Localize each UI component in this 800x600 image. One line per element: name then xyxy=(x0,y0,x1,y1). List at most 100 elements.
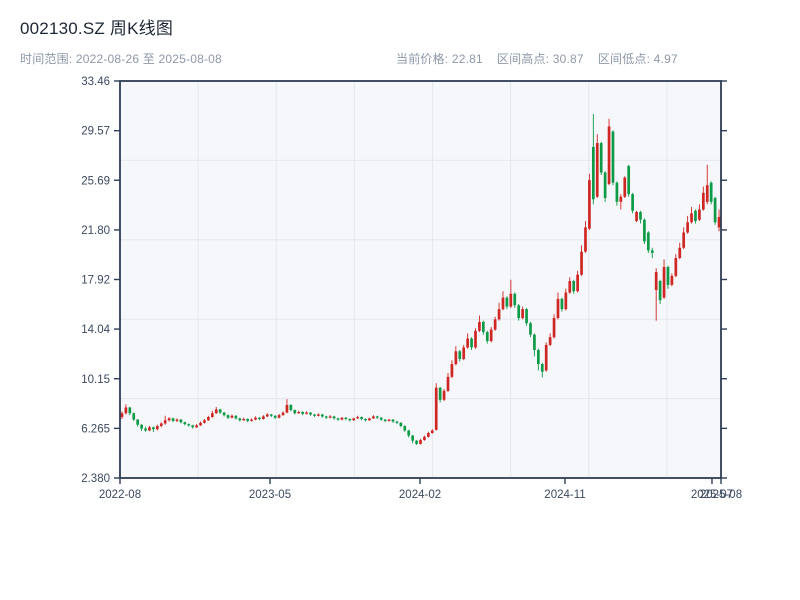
candle-body xyxy=(481,321,485,333)
candle-body xyxy=(285,404,289,413)
candle-body xyxy=(454,351,458,365)
candle-body xyxy=(199,422,202,426)
candle-body xyxy=(152,427,155,430)
candle-body xyxy=(599,143,603,173)
y-tick-label: 14.04 xyxy=(81,324,110,336)
candle-body xyxy=(560,298,564,310)
candle-body xyxy=(328,416,332,418)
candle-body xyxy=(686,222,689,233)
candle-body xyxy=(670,275,674,285)
range-low-stat: 区间低点: 4.97 xyxy=(597,52,678,66)
candle-body xyxy=(690,213,693,223)
candle-body xyxy=(297,411,301,414)
candle-body xyxy=(210,413,214,418)
candle-body xyxy=(588,180,591,229)
candle-body xyxy=(265,414,269,417)
candle-body xyxy=(187,424,191,426)
candle-body xyxy=(427,433,430,437)
plot-border xyxy=(119,80,722,479)
candle-body xyxy=(340,417,344,420)
candle-body xyxy=(525,309,528,324)
candle-body xyxy=(148,427,151,431)
candle-body xyxy=(489,329,493,342)
candle-body xyxy=(375,416,379,418)
plot-area xyxy=(120,81,721,478)
candle-body xyxy=(627,166,631,195)
candle-body xyxy=(493,319,497,330)
candle-body xyxy=(132,413,136,420)
candle-body xyxy=(658,281,662,301)
candle-body xyxy=(360,417,363,419)
candle-body xyxy=(163,420,167,424)
candle-body xyxy=(701,192,705,210)
candle-body xyxy=(529,323,532,335)
candle-body xyxy=(619,196,623,202)
candle-body xyxy=(584,227,587,252)
candle-body xyxy=(242,418,246,421)
candle-body xyxy=(320,414,324,417)
candle-body xyxy=(564,292,568,310)
candle-body xyxy=(434,387,438,430)
candle-body xyxy=(159,423,163,427)
candle-body xyxy=(368,418,371,421)
candle-body xyxy=(262,416,265,419)
y-tick-label: 25.69 xyxy=(81,175,110,187)
candle-body xyxy=(167,418,171,421)
candle-body xyxy=(379,417,383,420)
candle-body xyxy=(474,330,477,348)
candle-body xyxy=(317,414,320,416)
candle-body xyxy=(246,418,250,421)
candle-body xyxy=(175,419,179,421)
candle-body xyxy=(694,210,697,221)
candle-body xyxy=(631,194,634,211)
x-tick-label: 2023-05 xyxy=(249,489,291,501)
candle-body xyxy=(226,415,230,418)
candle-body xyxy=(399,422,403,427)
candle-body xyxy=(289,404,293,411)
candle-body xyxy=(470,338,473,348)
candle-body xyxy=(623,177,627,197)
candle-body xyxy=(128,407,132,414)
candle-body xyxy=(521,309,524,319)
candle-body xyxy=(391,419,395,422)
candle-body xyxy=(430,430,434,434)
candle-body xyxy=(301,411,305,414)
candle-body xyxy=(195,425,198,428)
current-price-stat: 当前价格: 22.81 xyxy=(396,52,483,66)
candle-body xyxy=(501,297,505,310)
x-tick-label: 2025-07 xyxy=(691,489,733,501)
candle-body xyxy=(615,182,619,202)
candle-body xyxy=(478,321,481,331)
candle-body xyxy=(548,337,552,345)
candle-body xyxy=(309,412,312,415)
candle-body xyxy=(572,281,576,292)
candle-body xyxy=(313,414,316,416)
candle-body xyxy=(698,209,701,220)
candle-body xyxy=(258,417,261,419)
candle-body xyxy=(277,415,281,418)
candle-body xyxy=(595,143,599,197)
candle-body xyxy=(607,126,611,184)
candle-body xyxy=(513,293,517,306)
candle-body xyxy=(509,293,513,307)
candle-body xyxy=(383,419,387,421)
candle-body xyxy=(238,418,242,421)
candle-body xyxy=(458,351,462,359)
candle-body xyxy=(497,309,501,320)
y-tick-label: 29.57 xyxy=(81,126,110,138)
candle-body xyxy=(395,421,399,423)
candle-body xyxy=(250,419,253,421)
candle-body xyxy=(305,412,308,414)
candle-body xyxy=(140,424,143,429)
candle-body xyxy=(419,440,422,444)
candle-body xyxy=(485,332,489,342)
candle-body xyxy=(207,417,210,421)
stats-row: 当前价格: 22.81 区间高点: 30.87 区间低点: 4.97 xyxy=(396,50,678,67)
candle-body xyxy=(639,212,642,220)
candle-body xyxy=(372,416,375,419)
candle-body xyxy=(580,251,583,275)
candle-body xyxy=(124,407,128,414)
candle-body xyxy=(682,232,686,248)
candle-body xyxy=(654,272,658,290)
